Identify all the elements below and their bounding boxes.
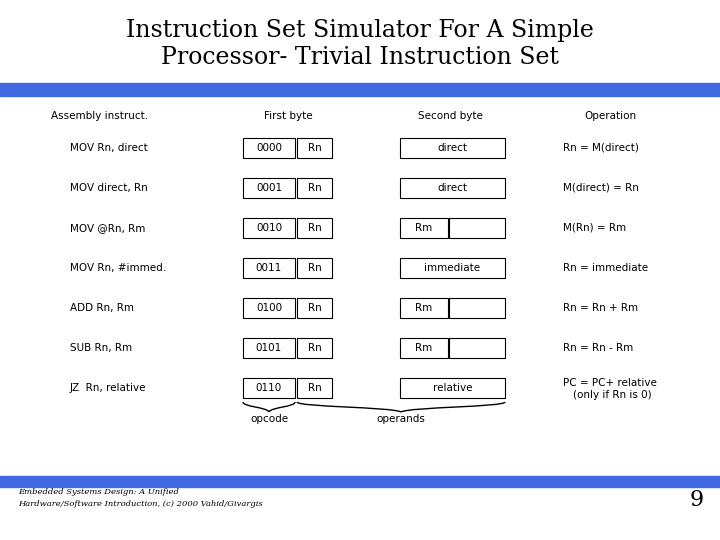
Bar bbox=[297, 338, 332, 358]
Bar bbox=[297, 218, 332, 238]
Bar bbox=[297, 258, 332, 278]
Text: Rm: Rm bbox=[415, 303, 433, 313]
Text: 0011: 0011 bbox=[256, 263, 282, 273]
Text: Rn: Rn bbox=[307, 223, 321, 233]
Text: Rm: Rm bbox=[415, 343, 433, 353]
Text: First byte: First byte bbox=[264, 111, 312, 121]
Text: direct: direct bbox=[438, 183, 467, 193]
Text: Rn = M(direct): Rn = M(direct) bbox=[563, 143, 639, 153]
Bar bbox=[243, 298, 295, 318]
Bar bbox=[243, 378, 295, 398]
Bar bbox=[400, 298, 448, 318]
Bar bbox=[243, 258, 295, 278]
Text: 0000: 0000 bbox=[256, 143, 282, 153]
Text: M(direct) = Rn: M(direct) = Rn bbox=[563, 183, 639, 193]
Text: Hardware/Software Introduction, (c) 2000 Vahid/Givargis: Hardware/Software Introduction, (c) 2000… bbox=[18, 500, 263, 508]
Text: MOV @Rn, Rm: MOV @Rn, Rm bbox=[70, 223, 145, 233]
Bar bbox=[243, 218, 295, 238]
Text: 0101: 0101 bbox=[256, 343, 282, 353]
Bar bbox=[243, 178, 295, 198]
Bar bbox=[0, 476, 720, 487]
Text: Instruction Set Simulator For A Simple: Instruction Set Simulator For A Simple bbox=[126, 18, 594, 42]
Bar bbox=[400, 378, 505, 398]
Text: PC = PC+ relative: PC = PC+ relative bbox=[563, 378, 657, 388]
Text: Rn: Rn bbox=[307, 303, 321, 313]
Text: ADD Rn, Rm: ADD Rn, Rm bbox=[70, 303, 134, 313]
Bar bbox=[400, 258, 505, 278]
Text: Rn: Rn bbox=[307, 263, 321, 273]
Text: Rn = Rn - Rm: Rn = Rn - Rm bbox=[563, 343, 634, 353]
Bar bbox=[449, 298, 505, 318]
Text: Rn: Rn bbox=[307, 383, 321, 393]
Bar bbox=[0, 83, 720, 96]
Bar bbox=[400, 218, 448, 238]
Text: 0001: 0001 bbox=[256, 183, 282, 193]
Bar bbox=[400, 138, 505, 158]
Text: direct: direct bbox=[438, 143, 467, 153]
Text: Rn = immediate: Rn = immediate bbox=[563, 263, 648, 273]
Text: MOV Rn, direct: MOV Rn, direct bbox=[70, 143, 148, 153]
Bar bbox=[449, 338, 505, 358]
Text: relative: relative bbox=[433, 383, 472, 393]
Bar bbox=[243, 138, 295, 158]
Bar bbox=[400, 178, 505, 198]
Text: Rn: Rn bbox=[307, 343, 321, 353]
Text: 0010: 0010 bbox=[256, 223, 282, 233]
Bar bbox=[449, 218, 505, 238]
Text: immediate: immediate bbox=[424, 263, 480, 273]
Bar bbox=[297, 298, 332, 318]
Text: 0110: 0110 bbox=[256, 383, 282, 393]
Bar bbox=[297, 378, 332, 398]
Text: Rm: Rm bbox=[415, 223, 433, 233]
Text: opcode: opcode bbox=[250, 414, 288, 424]
Text: 0100: 0100 bbox=[256, 303, 282, 313]
Text: Processor- Trivial Instruction Set: Processor- Trivial Instruction Set bbox=[161, 46, 559, 70]
Text: SUB Rn, Rm: SUB Rn, Rm bbox=[70, 343, 132, 353]
Text: Embedded Systems Design: A Unified: Embedded Systems Design: A Unified bbox=[18, 488, 179, 496]
Text: M(Rn) = Rm: M(Rn) = Rm bbox=[563, 223, 626, 233]
Bar bbox=[243, 338, 295, 358]
Text: MOV direct, Rn: MOV direct, Rn bbox=[70, 183, 148, 193]
Bar bbox=[400, 338, 448, 358]
Text: Rn = Rn + Rm: Rn = Rn + Rm bbox=[563, 303, 638, 313]
Bar bbox=[297, 138, 332, 158]
Text: Rn: Rn bbox=[307, 183, 321, 193]
Bar bbox=[297, 178, 332, 198]
Text: MOV Rn, #immed.: MOV Rn, #immed. bbox=[70, 263, 166, 273]
Text: Operation: Operation bbox=[584, 111, 636, 121]
Text: Rn: Rn bbox=[307, 143, 321, 153]
Text: Assembly instruct.: Assembly instruct. bbox=[51, 111, 148, 121]
Text: 9: 9 bbox=[690, 489, 704, 511]
Text: operands: operands bbox=[377, 414, 426, 424]
Text: JZ  Rn, relative: JZ Rn, relative bbox=[70, 383, 146, 393]
Text: (only if Rn is 0): (only if Rn is 0) bbox=[573, 390, 652, 400]
Text: Second byte: Second byte bbox=[418, 111, 482, 121]
